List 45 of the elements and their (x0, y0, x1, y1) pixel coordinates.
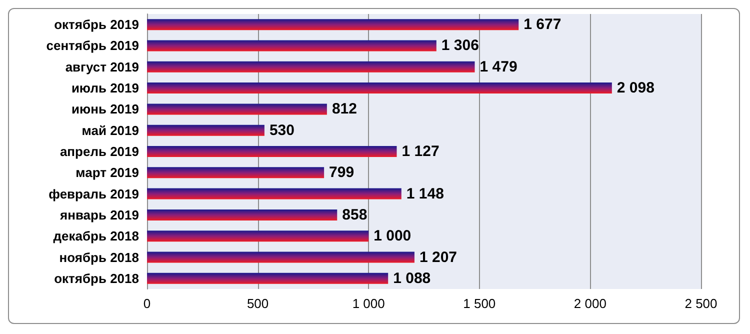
y-tick-label: август 2019 (65, 59, 139, 74)
bar (147, 188, 402, 200)
data-label: 1 306 (441, 37, 479, 54)
y-tick-label: декабрь 2018 (53, 228, 139, 244)
bar (147, 167, 324, 178)
data-label: 1 479 (480, 58, 518, 76)
bar (147, 209, 338, 220)
data-label: 1 000 (374, 228, 412, 245)
bar (147, 19, 519, 30)
x-tick-label: 1 000 (352, 296, 385, 311)
y-tick-label: октябрь 2018 (54, 270, 139, 286)
bar (147, 230, 369, 242)
y-tick-label: май 2019 (82, 122, 139, 138)
y-tick-label: сентябрь 2019 (46, 38, 139, 54)
bar (147, 252, 414, 263)
bar (147, 272, 388, 284)
data-label: 799 (329, 164, 354, 182)
x-tick-label: 500 (246, 296, 269, 311)
bar (147, 40, 436, 52)
y-tick-label: октябрь 2019 (54, 17, 139, 32)
data-label: 812 (332, 100, 357, 118)
y-tick-label: июль 2019 (71, 80, 139, 96)
y-tick-label: июнь 2019 (72, 102, 139, 117)
data-label: 1 127 (402, 143, 440, 160)
data-label: 1 677 (524, 16, 562, 34)
data-label: 2 098 (616, 80, 654, 97)
y-tick-label: январь 2019 (60, 207, 139, 222)
bar (147, 61, 475, 72)
x-tick-label: 2 000 (574, 296, 606, 311)
data-label: 530 (269, 122, 294, 139)
y-tick-label: апрель 2019 (60, 144, 139, 159)
bar (147, 146, 397, 157)
data-label: 1 148 (406, 185, 444, 202)
x-tick-label: 1 500 (463, 296, 496, 311)
data-label: 1 088 (393, 270, 431, 287)
bar (147, 82, 612, 94)
y-tick-label: март 2019 (76, 165, 139, 180)
x-tick-label: 2 500 (684, 296, 718, 311)
y-tick-label: февраль 2019 (48, 186, 139, 202)
bar (147, 124, 264, 136)
x-tick-label: 0 (143, 296, 151, 311)
y-tick-label: ноябрь 2018 (59, 250, 139, 265)
data-label: 858 (342, 206, 368, 224)
data-label: 1 207 (419, 248, 458, 266)
bar (147, 104, 327, 115)
